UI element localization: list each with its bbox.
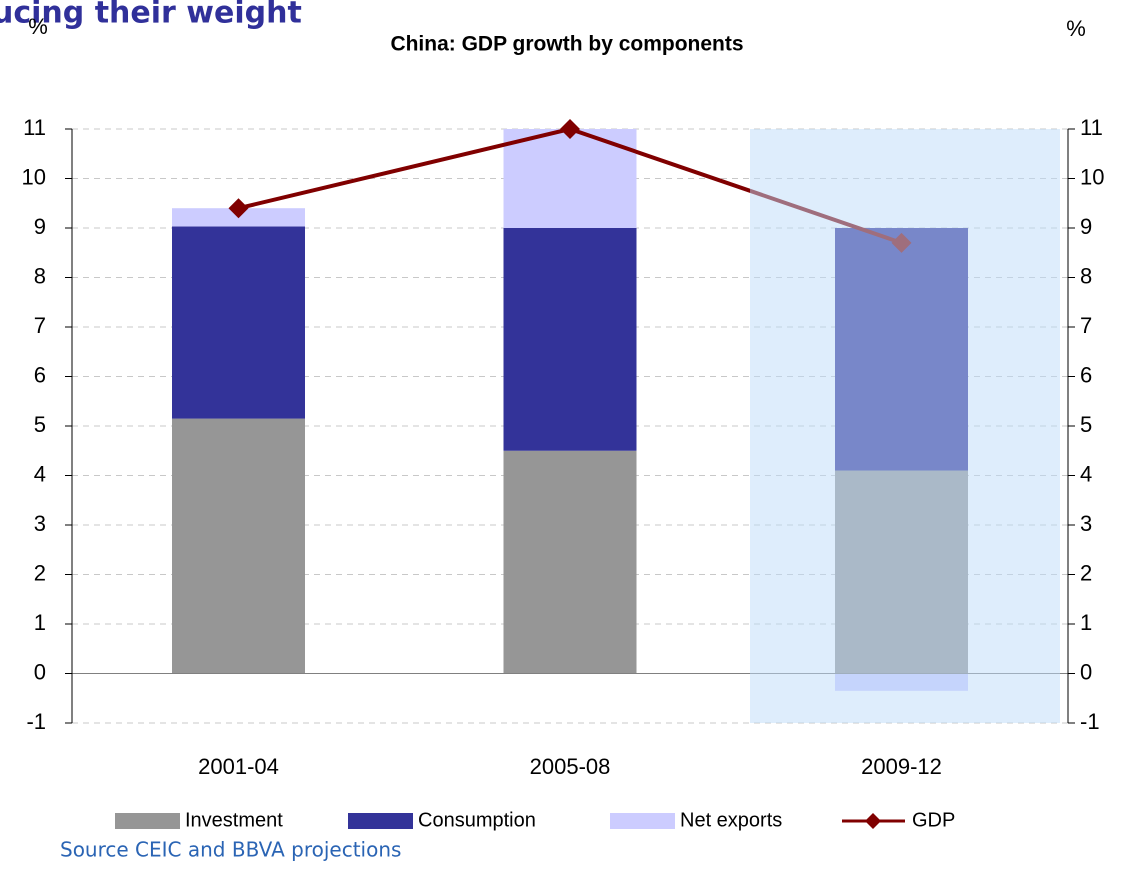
legend-swatch: [610, 813, 675, 829]
y2-label: %: [1066, 16, 1086, 41]
legend-label: Net exports: [680, 809, 782, 831]
legend-label: Consumption: [418, 809, 536, 831]
bar: [172, 418, 305, 674]
y2-tick-label: 1: [1080, 610, 1092, 635]
y2-tick-label: 11: [1080, 115, 1103, 140]
x-tick-label: 2009-12: [861, 754, 942, 779]
x-tick-label: 2005-08: [530, 754, 611, 779]
y2-tick-label: -1: [1080, 709, 1100, 734]
y2-tick-label: 9: [1080, 214, 1092, 239]
y-tick-label: 3: [34, 511, 46, 536]
y2-tick-label: 8: [1080, 263, 1092, 288]
y-tick-label: 0: [34, 659, 46, 684]
y2-tick-label: 0: [1080, 659, 1092, 684]
y-tick-label: 10: [22, 164, 46, 189]
forecast-shade: [750, 129, 1060, 723]
y2-tick-label: 5: [1080, 412, 1092, 437]
y2-tick-label: 10: [1080, 164, 1104, 189]
y-tick-label: -1: [26, 709, 46, 734]
x-tick-label: 2001-04: [198, 754, 279, 779]
y2-tick-label: 6: [1080, 362, 1092, 387]
y2-tick-label: 7: [1080, 313, 1092, 338]
y-tick-label: 7: [34, 313, 46, 338]
bar: [172, 226, 305, 419]
y-tick-label: 6: [34, 362, 46, 387]
bar: [503, 228, 637, 451]
y-tick-label: 11: [23, 115, 46, 140]
y2-tick-label: 4: [1080, 461, 1092, 486]
y2-tick-label: 2: [1080, 560, 1092, 585]
y-tick-label: 5: [34, 412, 46, 437]
y-tick-label: 1: [34, 610, 46, 635]
marker: [228, 198, 249, 219]
legend-swatch: [115, 813, 180, 829]
chart-title: China: GDP growth by components: [390, 33, 743, 56]
y-label: %: [28, 14, 48, 39]
heading: ucing their weight: [0, 0, 302, 31]
y-tick-label: 2: [34, 560, 46, 585]
y2-tick-label: 3: [1080, 511, 1092, 536]
legend-label: GDP: [912, 809, 955, 831]
legend-marker: [865, 813, 881, 829]
bar: [503, 450, 637, 674]
y-tick-label: 8: [34, 263, 46, 288]
legend-swatch: [348, 813, 413, 829]
y-tick-label: 9: [34, 214, 46, 239]
source: Source CEIC and BBVA projections: [60, 838, 401, 862]
legend-label: Investment: [185, 809, 283, 831]
marker: [560, 119, 580, 139]
y-tick-label: 4: [34, 461, 46, 486]
